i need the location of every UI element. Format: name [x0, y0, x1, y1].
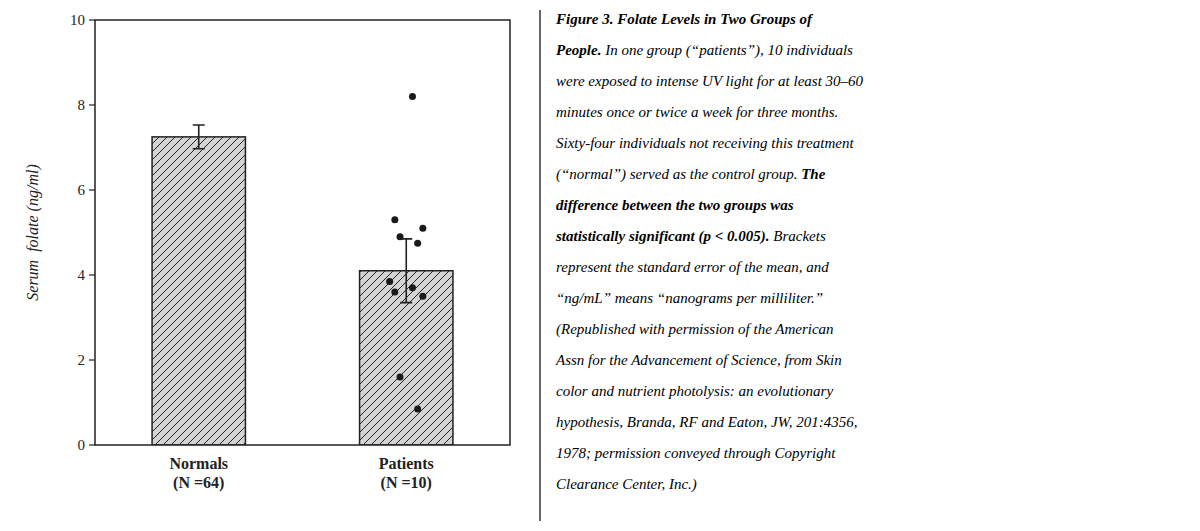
caption-segment: Assn for the Advancement of Science, fro…: [555, 352, 842, 368]
caption-segment: In one group (“patients”), 10 individual…: [601, 42, 853, 59]
error-bar: [400, 239, 412, 303]
y-tick: [89, 104, 95, 105]
y-tick-label: 6: [78, 182, 86, 198]
plot-frame: [95, 20, 510, 445]
bar: [152, 137, 245, 445]
data-point: [414, 240, 421, 247]
chart: 0 2 4 6 8 10 Serum folate (ng/ml) Normals(N =64…: [0, 0, 1200, 531]
caption-segment: minutes once or twice a week for three m…: [556, 104, 838, 120]
data-point: [397, 374, 404, 381]
y-tick-label: 2: [78, 352, 86, 368]
caption-segment: Brackets: [770, 228, 826, 244]
caption-segment: hypothesis, Branda, RF and Eaton, JW, 20…: [556, 414, 858, 430]
y-tick-label: 8: [78, 97, 86, 113]
caption-line: represent the standard error of the mean…: [556, 259, 829, 275]
x-tick-label: Patients(N =10): [379, 455, 434, 492]
plot-area: [152, 93, 453, 445]
caption-line: (Republished with permission of the Amer…: [556, 321, 834, 338]
caption-segment: color and nutrient photolysis: an evolut…: [556, 383, 833, 399]
data-point: [386, 278, 393, 285]
caption-segment: Sixty-four individuals not receiving thi…: [556, 135, 854, 151]
y-tick: [89, 359, 95, 360]
caption-segment: (Republished with permission of the Amer…: [556, 321, 834, 338]
caption-segment: were exposed to intense UV light for at …: [556, 73, 864, 89]
data-point: [391, 289, 398, 296]
caption-line: Sixty-four individuals not receiving thi…: [556, 135, 854, 151]
caption-line: difference between the two groups was: [556, 197, 794, 213]
caption-segment: Clearance Center, Inc.): [556, 476, 697, 493]
y-axis: 0 2 4 6 8 10: [70, 12, 95, 453]
x-tick-label: Normals(N =64): [169, 455, 228, 492]
caption-line: Figure 3. Folate Levels in Two Groups of: [555, 11, 814, 27]
y-tick: [89, 19, 95, 20]
data-point: [391, 216, 398, 223]
data-point: [419, 225, 426, 232]
caption-line: minutes once or twice a week for three m…: [556, 104, 838, 120]
caption-segment: Figure 3. Folate Levels in Two Groups of: [555, 11, 814, 27]
data-point: [409, 284, 416, 291]
caption-segment: The: [797, 166, 825, 182]
caption-segment: difference between the two groups was: [556, 197, 794, 213]
data-point: [414, 405, 421, 412]
y-tick-label: 0: [78, 437, 86, 453]
y-tick: [89, 444, 95, 445]
caption-line: 1978; permission conveyed through Copyri…: [556, 445, 836, 461]
y-tick: [89, 189, 95, 190]
caption-segment: 1978; permission conveyed through Copyri…: [556, 445, 836, 461]
caption-segment: statistically significant (p < 0.005).: [555, 228, 770, 245]
caption-line: statistically significant (p < 0.005). B…: [555, 228, 826, 245]
data-point: [419, 293, 426, 300]
caption-segment: People.: [556, 42, 601, 58]
caption-line: “ng/mL” means “nanograms per milliliter.…: [556, 290, 823, 306]
caption-segment: (“normal”) served as the control group.: [556, 166, 797, 183]
caption-line: were exposed to intense UV light for at …: [556, 73, 864, 89]
y-tick-label: 4: [78, 267, 86, 283]
data-point: [397, 233, 404, 240]
caption-segment: represent the standard error of the mean…: [556, 259, 829, 275]
error-bar: [193, 125, 205, 149]
y-axis-label: Serum folate (ng/ml): [24, 164, 42, 300]
caption-line: Clearance Center, Inc.): [556, 476, 697, 493]
caption-line: hypothesis, Branda, RF and Eaton, JW, 20…: [556, 414, 858, 430]
caption: Figure 3. Folate Levels in Two Groups of…: [555, 11, 864, 493]
y-tick: [89, 274, 95, 275]
divider: [539, 10, 540, 521]
data-point: [409, 93, 416, 100]
caption-line: Assn for the Advancement of Science, fro…: [555, 352, 842, 368]
caption-line: color and nutrient photolysis: an evolut…: [556, 383, 833, 399]
caption-segment: “ng/mL” means “nanograms per milliliter.…: [556, 290, 823, 306]
y-tick-label: 10: [70, 12, 85, 28]
caption-line: (“normal”) served as the control group. …: [556, 166, 826, 183]
caption-line: People. In one group (“patients”), 10 in…: [556, 42, 853, 59]
